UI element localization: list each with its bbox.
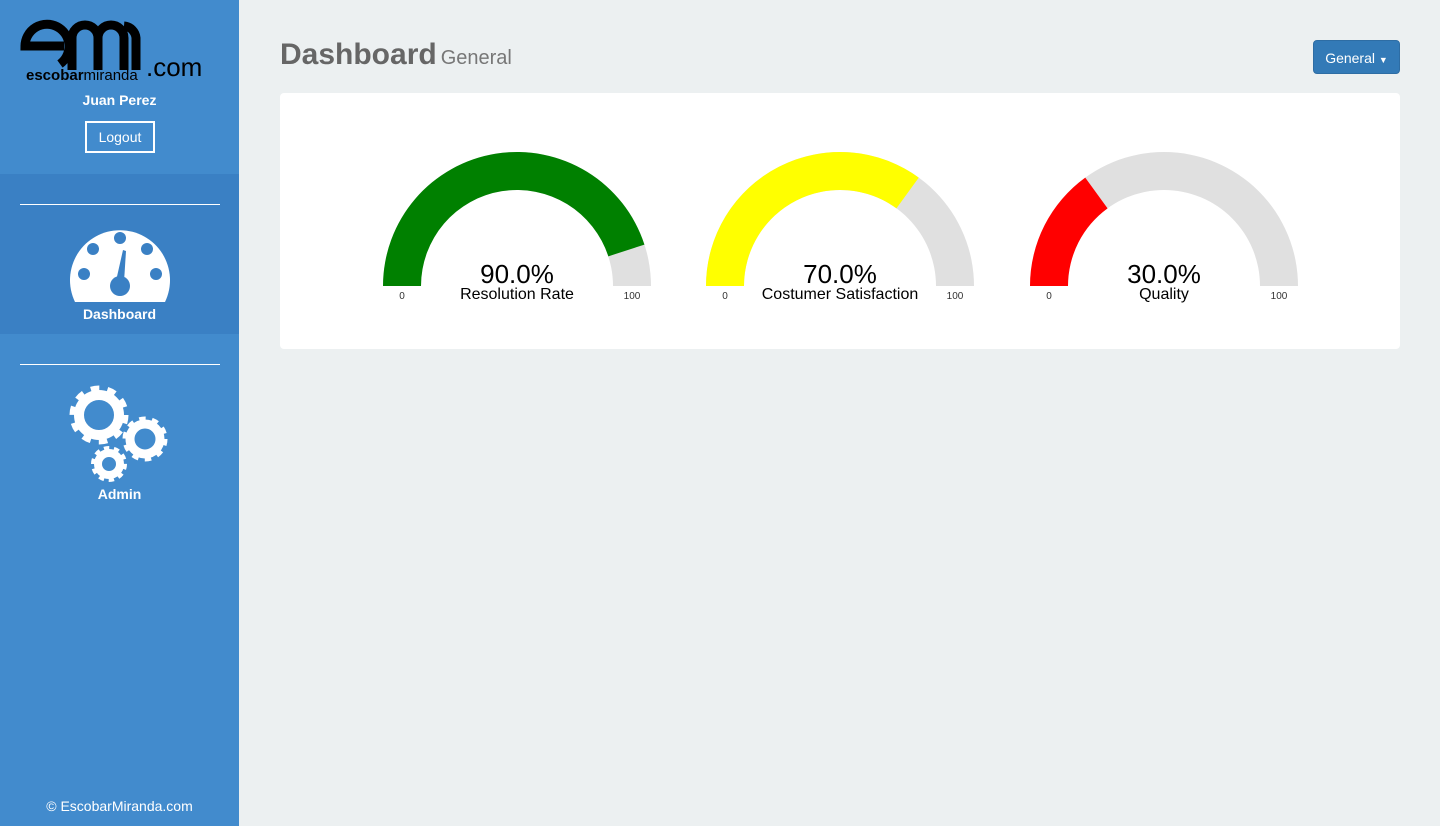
logo-m <box>67 20 141 70</box>
nav-label: Dashboard <box>82 306 157 322</box>
gauge-value <box>706 152 919 286</box>
page-heading: Dashboard General <box>280 38 512 72</box>
footer: © EscobarMiranda.com <box>46 798 193 814</box>
nav-admin[interactable]: Admin <box>0 380 239 505</box>
gauge-card: 90.0% Resolution Rate 0 100 70.0% Costumer Sa… <box>280 93 1400 349</box>
logo-sub: miranda <box>84 67 139 83</box>
gauge-max: 100 <box>1271 291 1288 302</box>
gauge-title: Quality <box>1139 286 1189 303</box>
gauge-min: 0 <box>1046 291 1052 302</box>
gauge-title: Resolution Rate <box>460 286 574 303</box>
gauge-value <box>1030 177 1108 286</box>
sidebar: escobarmiranda .com Juan Perez Logout Da… <box>0 0 239 826</box>
logo-text: escobarmiranda <box>26 67 138 83</box>
page-title: Dashboard <box>280 38 437 71</box>
caret: ▼ <box>1378 55 1388 65</box>
dropdown-label: General <box>1325 50 1375 66</box>
gauge-track <box>1030 152 1298 286</box>
user-name: Juan Perez <box>82 92 157 108</box>
gauges: 90.0%Resolution Rate 0 100 70.0%Costumer Sa… <box>383 152 1298 303</box>
dropdown-button[interactable]: General ▼ <box>1313 40 1400 74</box>
gauge-max: 100 <box>624 291 641 302</box>
logo-main: escobar <box>26 67 84 83</box>
gauge-value-label: 30.0% <box>1127 259 1201 289</box>
logo-e <box>20 19 74 68</box>
main: Dashboard General General ▼ 90.0% Resoluti… <box>239 0 1440 826</box>
gauge-min: 0 <box>722 291 728 302</box>
dashboard-icon <box>70 230 170 302</box>
admin-icon <box>69 385 168 482</box>
gauge-value <box>383 152 645 286</box>
gauge-max: 100 <box>947 291 964 302</box>
nav-label: Admin <box>97 486 142 502</box>
separator <box>20 364 220 365</box>
logo-domain: .com <box>146 52 202 82</box>
gauge-value-label: 90.0% <box>480 259 554 289</box>
page-subtitle: General <box>440 47 512 69</box>
logo: escobarmiranda .com <box>20 19 202 83</box>
gauge-min: 0 <box>399 291 405 302</box>
gauge-value-label: 70.0% <box>803 259 877 289</box>
nav-dashboard[interactable]: Dashboard <box>0 220 239 330</box>
gauge-title: Costumer Satisfaction <box>762 286 919 303</box>
logout-button[interactable]: Logout <box>85 121 155 153</box>
separator <box>20 204 220 205</box>
